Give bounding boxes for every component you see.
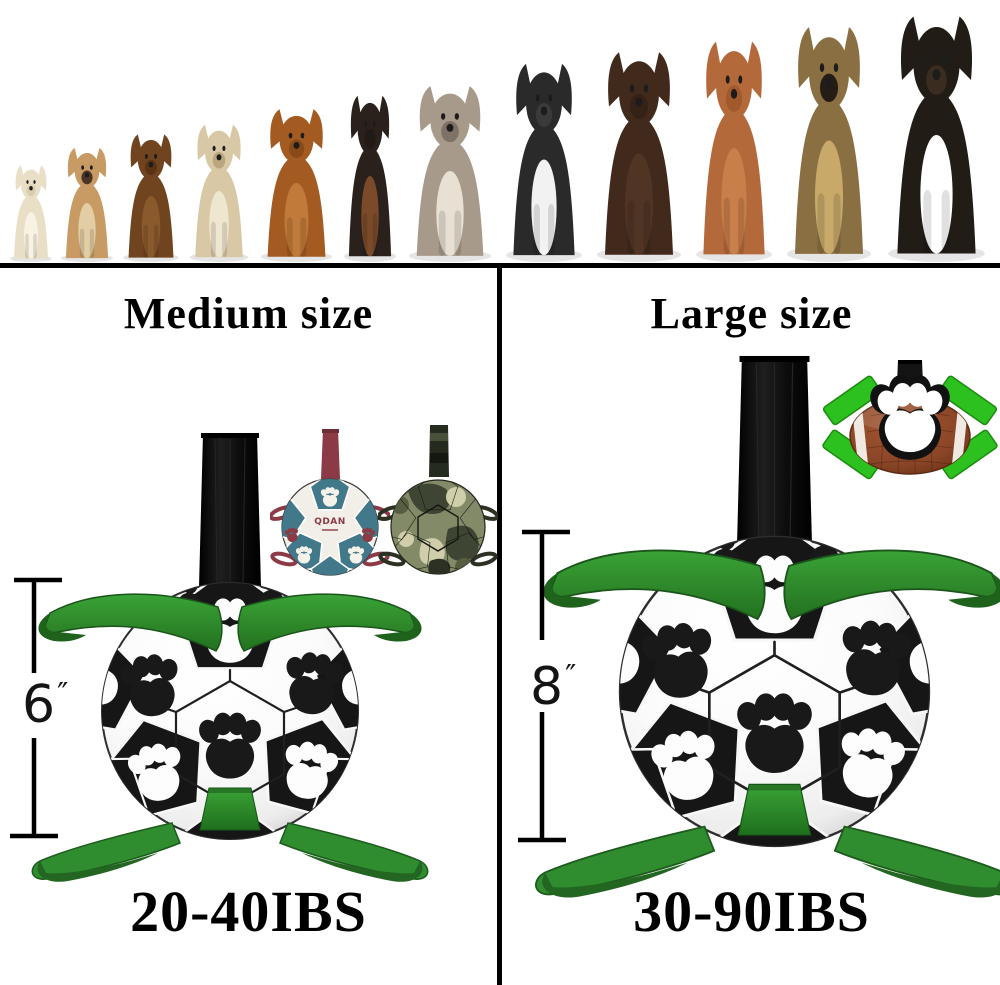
- medium-size-title: Medium size: [123, 289, 374, 338]
- dog-cavalier-spaniel: [260, 109, 333, 262]
- height-measurement-large: 8″: [518, 529, 576, 843]
- dog-bernese-mountain-dog: [888, 16, 985, 262]
- large-size-dimension: 8″: [530, 657, 576, 717]
- dog-chocolate-labrador: [597, 52, 681, 262]
- dog-vizsla: [696, 41, 772, 262]
- dog-border-collie: [506, 63, 582, 262]
- medium-weight-label: 20-40IBS: [130, 879, 367, 944]
- dog-size-lineup: [0, 0, 1000, 262]
- dog-chihuahua: [10, 165, 52, 262]
- dog-german-shepherd: [787, 27, 871, 262]
- height-measurement-medium: 6″: [10, 577, 68, 839]
- dog-bulldog: [408, 86, 492, 262]
- dog-miniature-pinscher: [343, 95, 397, 262]
- teal-paw-ball-variant: QDAN: [270, 429, 390, 576]
- dog-pug: [60, 147, 114, 262]
- dog-french-bulldog: [189, 124, 249, 262]
- large-weight-label: 30-90IBS: [633, 879, 870, 944]
- large-size-title: Large size: [650, 289, 853, 338]
- football-toy-variant: [822, 360, 998, 480]
- vertical-divider: [497, 265, 502, 985]
- medium-size-dimension: 6″: [22, 675, 68, 735]
- dog-dachshund: [123, 134, 179, 262]
- camo-ball-variant: [378, 425, 498, 575]
- variant-brand-text: QDAN: [314, 517, 346, 527]
